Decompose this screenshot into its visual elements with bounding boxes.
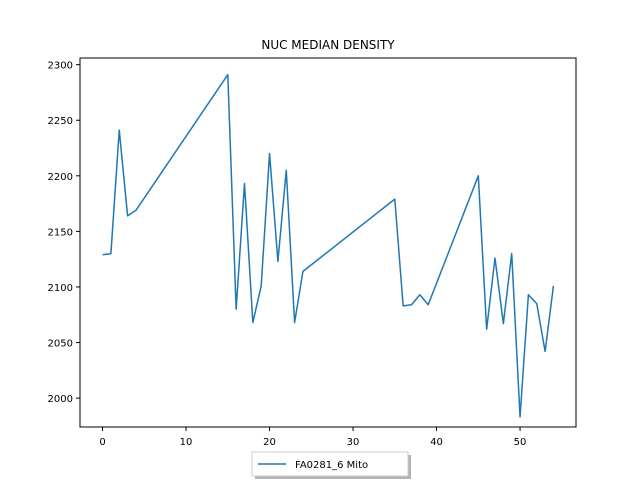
legend: FA0281_6 Mito xyxy=(251,451,411,479)
series-layer xyxy=(102,73,555,418)
x-tick-label: 20 xyxy=(263,437,276,448)
y-tick-label: 2300 xyxy=(48,61,73,72)
y-tick-label: 2000 xyxy=(48,394,73,405)
x-tick-label: 50 xyxy=(514,437,527,448)
y-tick-label: 2050 xyxy=(48,339,73,350)
x-axis: 0 10 20 30 40 50 xyxy=(99,427,526,448)
y-tick-label: 2200 xyxy=(48,172,73,183)
series-line-0 xyxy=(102,73,555,418)
y-axis: 2000 2050 2100 2150 2200 2250 2300 xyxy=(48,61,80,405)
x-tick-label: 40 xyxy=(430,437,443,448)
legend-label: FA0281_6 Mito xyxy=(295,460,368,471)
x-tick-label: 0 xyxy=(99,437,105,448)
y-tick-label: 2100 xyxy=(48,283,73,294)
y-tick-label: 2150 xyxy=(48,227,73,238)
x-tick-label: 30 xyxy=(347,437,360,448)
y-tick-label: 2250 xyxy=(48,116,73,127)
plot-frame xyxy=(79,57,577,428)
chart-title: NUC MEDIAN DENSITY xyxy=(261,38,395,52)
x-tick-label: 10 xyxy=(180,437,193,448)
